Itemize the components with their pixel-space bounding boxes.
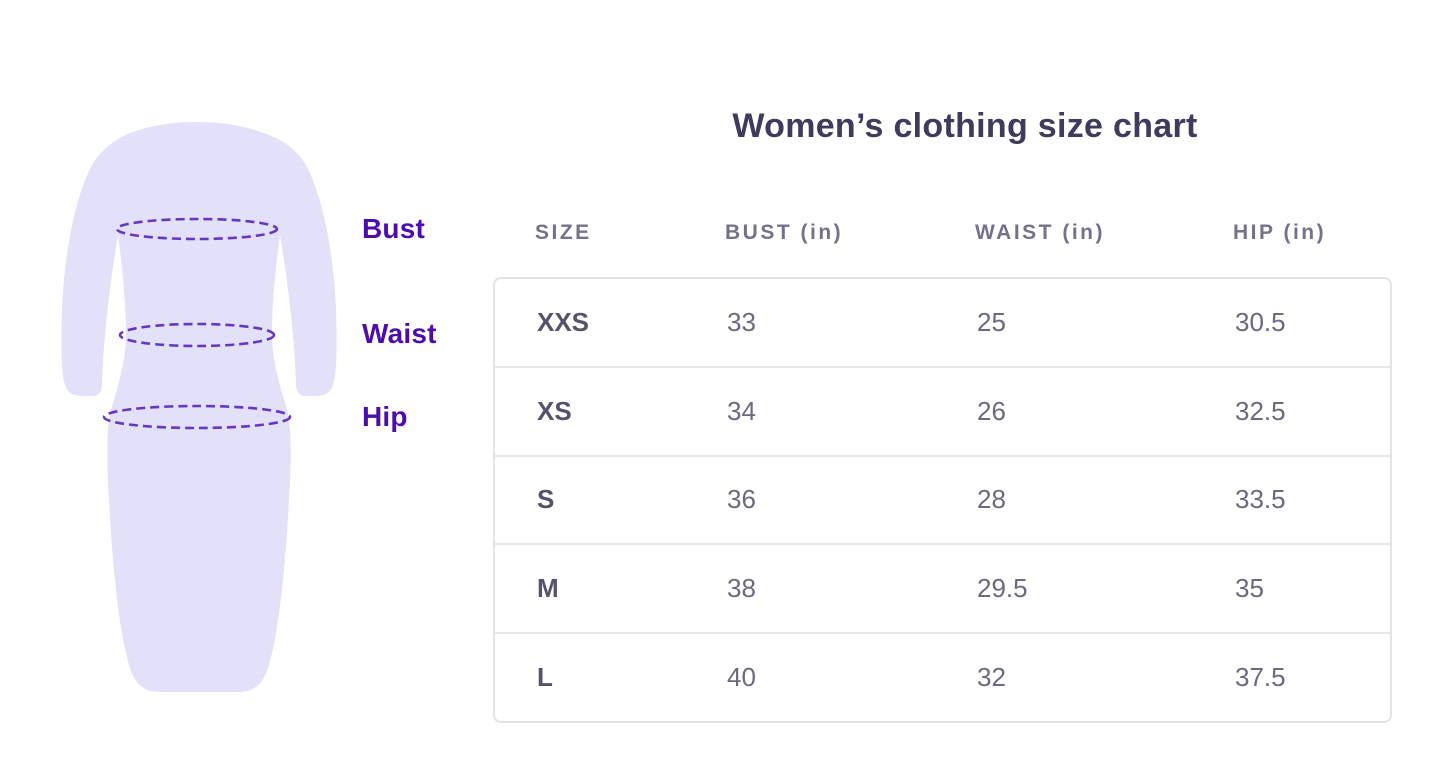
value-cell: 29.5 [977,573,1028,604]
column-header-size: SIZE [535,221,592,244]
value-cell: 37.5 [1235,662,1286,693]
size-cell: XS [537,395,572,426]
size-cell: L [537,662,553,693]
waist-label: Waist [362,318,437,349]
bust-label: Bust [362,213,426,244]
column-header-hip: HIP (in) [1233,221,1327,244]
value-cell: 34 [727,395,756,426]
value-cell: 36 [727,484,756,515]
hip-label: Hip [362,401,408,432]
value-cell: 30.5 [1235,306,1286,337]
table-row: XXS 33 25 30.5 [495,279,1390,366]
hip-measure-line [102,404,292,430]
value-cell: 26 [977,395,1006,426]
table-row: S 36 28 33.5 [495,454,1390,544]
value-cell: 40 [727,662,756,693]
size-cell: S [537,484,555,515]
size-table: XXS 33 25 30.5 XS 34 26 32.5 S 36 28 33.5 M 38 29.5 35 L… [493,277,1392,723]
value-cell: 28 [977,484,1006,515]
column-header-bust: BUST (in) [725,221,844,244]
value-cell: 33.5 [1235,484,1286,515]
table-header-row: SIZE BUST (in) WAIST (in) HIP (in) [493,220,1392,246]
value-cell: 35 [1235,573,1264,604]
value-cell: 38 [727,573,756,604]
value-cell: 33 [727,306,756,337]
column-header-waist: WAIST (in) [975,221,1105,244]
dress-illustration [61,122,337,692]
value-cell: 32 [977,662,1006,693]
size-cell: M [537,573,559,604]
value-cell: 32.5 [1235,395,1286,426]
table-row: M 38 29.5 35 [495,543,1390,632]
size-cell: XXS [537,306,590,337]
table-row: L 40 32 37.5 [495,632,1390,721]
bust-measure-line [115,217,279,241]
table-row: XS 34 26 32.5 [495,365,1390,455]
waist-measure-line [118,322,276,348]
page-title: Women’s clothing size chart [732,107,1198,145]
value-cell: 25 [977,306,1006,337]
